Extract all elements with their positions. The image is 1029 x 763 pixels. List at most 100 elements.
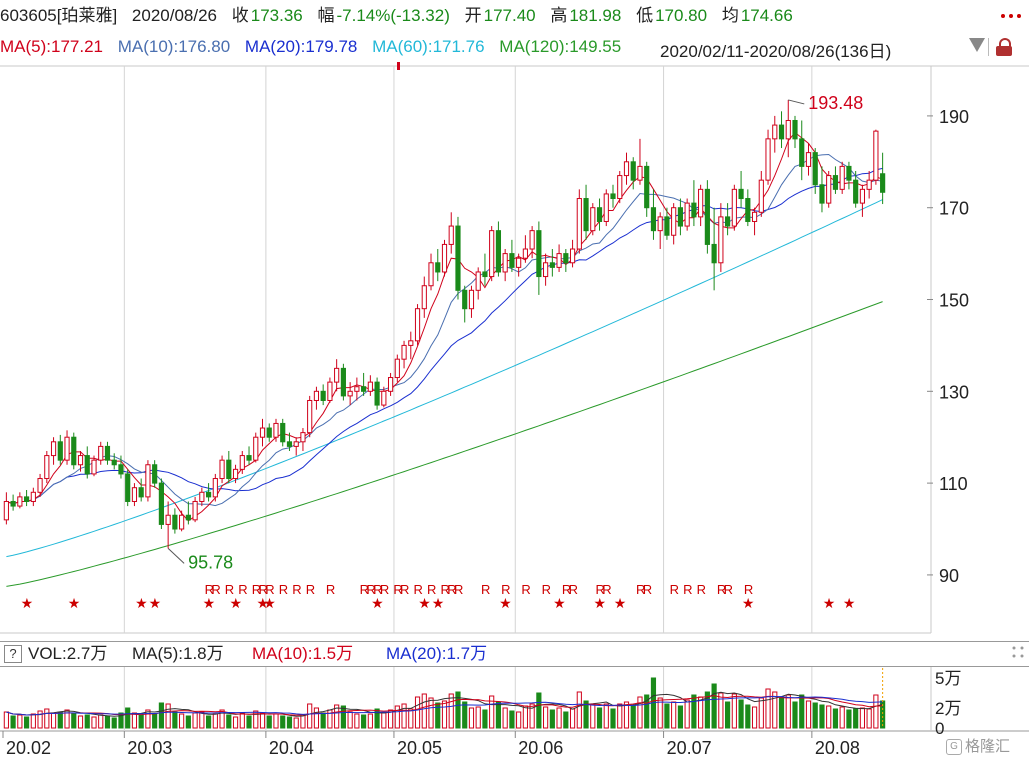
volume-bar (125, 707, 131, 729)
volume-bar (650, 677, 657, 729)
r-marker: R (542, 582, 551, 597)
candle-body (758, 179, 764, 213)
star-marker: ★ (149, 595, 162, 611)
candle-body (502, 253, 508, 273)
volume-bar (691, 694, 697, 729)
volume-bar (644, 694, 650, 729)
candle-body (657, 216, 663, 232)
candle-body (684, 202, 690, 227)
r-marker: R (427, 582, 436, 597)
candle-body (617, 175, 623, 200)
volume-bar (832, 708, 839, 729)
star-marker: ★ (432, 595, 445, 611)
vol-ma20-legend: MA(20):1.7万 (386, 644, 488, 663)
r-marker: R (501, 582, 510, 597)
more-dots-icon[interactable] (1011, 645, 1025, 659)
candle-body (199, 491, 205, 502)
candle-body (745, 198, 751, 222)
high-annotation: 193.48 (808, 93, 863, 113)
volume-bar (414, 696, 421, 729)
volume-bar (590, 704, 596, 729)
volume-bar (637, 696, 643, 729)
candle-body (725, 216, 731, 227)
y-tick-label: 90 (939, 566, 959, 586)
low-annotation: 95.78 (188, 552, 233, 572)
volume-bar (880, 700, 886, 729)
volume-bar (111, 717, 117, 729)
candle-body (421, 285, 427, 310)
ma5-line (6, 131, 883, 522)
more-icon[interactable] (1017, 14, 1021, 18)
r-marker: R (447, 582, 456, 597)
volume-bar (731, 693, 737, 729)
vol-ma10-legend: MA(10):1.5万 (252, 644, 354, 663)
y-tick-label: 150 (939, 291, 969, 311)
candle-body (536, 230, 542, 278)
candle-body (212, 478, 218, 498)
volume-bar (549, 709, 555, 729)
volume-bar (502, 707, 508, 729)
candle-body (812, 152, 818, 186)
volume-bar (64, 709, 70, 729)
candle-body (495, 230, 502, 273)
volume-bar (603, 703, 609, 729)
candle-body (374, 381, 380, 406)
candle-body (630, 161, 636, 181)
volume-bar (738, 699, 744, 729)
volume-bar (462, 701, 468, 729)
r-marker: R (306, 582, 315, 597)
low-value: 170.80 (655, 6, 708, 25)
candle-body (596, 207, 603, 222)
volume-bar (873, 694, 879, 729)
volume-bar (468, 707, 475, 729)
candle-body (131, 487, 138, 502)
dropdown-triangle-icon[interactable] (969, 38, 985, 52)
candle-body (266, 427, 272, 438)
candle-body (30, 491, 36, 502)
volume-bar (792, 701, 798, 729)
volume-bar (313, 707, 320, 729)
candle-body (118, 464, 124, 475)
high-value: 181.98 (569, 6, 622, 25)
ma120-line (6, 301, 883, 587)
volume-bar (799, 694, 805, 729)
volume-bar (320, 712, 326, 729)
candle-body (468, 289, 475, 310)
ma5-legend: MA(5):177.21 (0, 37, 103, 56)
volume-bar (24, 716, 30, 729)
annotation-leader (167, 548, 185, 564)
volume-bar (751, 706, 758, 729)
help-button[interactable]: ? (4, 645, 22, 663)
candle-body (603, 193, 609, 222)
r-marker: R (366, 582, 375, 597)
volume-bar (859, 707, 865, 729)
r-marker: R (569, 582, 578, 597)
candle-body (145, 464, 151, 498)
candle-body (751, 211, 758, 222)
volume-bar (826, 705, 832, 729)
vol-legend: VOL:2.7万 (28, 644, 108, 663)
star-marker: ★ (21, 595, 34, 611)
candle-body (704, 188, 710, 245)
lock-icon[interactable] (996, 38, 1012, 56)
volume-bar (623, 701, 630, 729)
volume-legend-bar: ? VOL:2.7万 MA(5):1.8万 MA(10):1.5万 MA(20)… (0, 641, 1029, 667)
star-marker: ★ (553, 595, 566, 611)
star-marker: ★ (263, 595, 276, 611)
candle-body (334, 367, 340, 383)
ma60-legend: MA(60):171.76 (372, 37, 485, 56)
volume-bar (394, 705, 400, 729)
volume-bar (745, 704, 751, 729)
candle-body (718, 216, 724, 264)
r-marker: R (717, 582, 726, 597)
candle-body (44, 455, 50, 480)
annotation-leader (788, 99, 805, 105)
candle-body (219, 459, 225, 480)
candle-body (192, 500, 198, 521)
volume-tick-label: 0 (935, 719, 944, 738)
candle-body (448, 225, 454, 245)
ma-legend: MA(5):177.21 MA(10):176.80 MA(20):179.78… (0, 37, 631, 57)
r-marker: R (400, 582, 409, 597)
change-label: 幅 (317, 6, 335, 25)
star-marker: ★ (68, 595, 81, 611)
